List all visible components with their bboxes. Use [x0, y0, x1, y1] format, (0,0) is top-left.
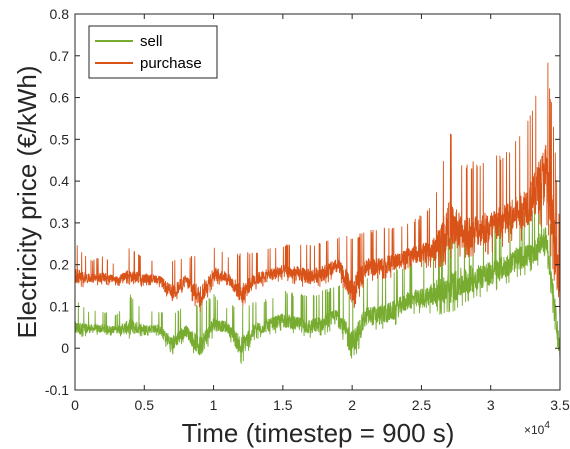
x-tick-label: 1: [210, 397, 218, 413]
axis-ticks: [74, 13, 561, 391]
y-tick-label: 0.7: [50, 48, 70, 64]
legend-label-sell: sell: [140, 33, 163, 50]
y-tick-label: 0.1: [50, 298, 70, 314]
x-tick-label: 2.5: [412, 397, 432, 413]
x-tick-label: 2: [348, 397, 356, 413]
y-tick-label: 0: [61, 340, 69, 356]
y-axis-title: Electricity price (€/kWh): [12, 65, 42, 338]
legend-label-purchase: purchase: [140, 55, 202, 72]
y-tick-label: 0.8: [50, 6, 70, 22]
x-tick-label: 3: [487, 397, 495, 413]
x-tick-label: 0.5: [135, 397, 155, 413]
plot-frame: [74, 13, 561, 391]
x-tick-label: 1.5: [273, 397, 293, 413]
y-tick-label: 0.6: [50, 90, 70, 106]
tick-labels: 0 0.5 1 1.5 2 2.5 3 3.5-0.100.10.20.30.40.50.60…: [45, 6, 570, 413]
x-tick-label: 3.5: [550, 397, 570, 413]
x-tick-label: 0: [71, 397, 79, 413]
series-line-sell: [74, 195, 561, 364]
y-tick-label: 0.5: [50, 131, 70, 147]
x-axis-title: Time (timestep = 900 s): [182, 418, 455, 448]
y-tick-label: -0.1: [45, 382, 69, 398]
y-tick-label: 0.3: [50, 215, 70, 231]
y-tick-label: 0.2: [50, 257, 70, 273]
x-exponent-power: 4: [544, 420, 550, 431]
series-line-purchase: [74, 62, 561, 317]
series-layer: [74, 62, 561, 364]
legend: sell purchase: [88, 25, 218, 79]
x-exponent-label: ×104: [524, 420, 550, 437]
legend-box: [88, 25, 218, 79]
y-tick-label: 0.4: [50, 173, 70, 189]
